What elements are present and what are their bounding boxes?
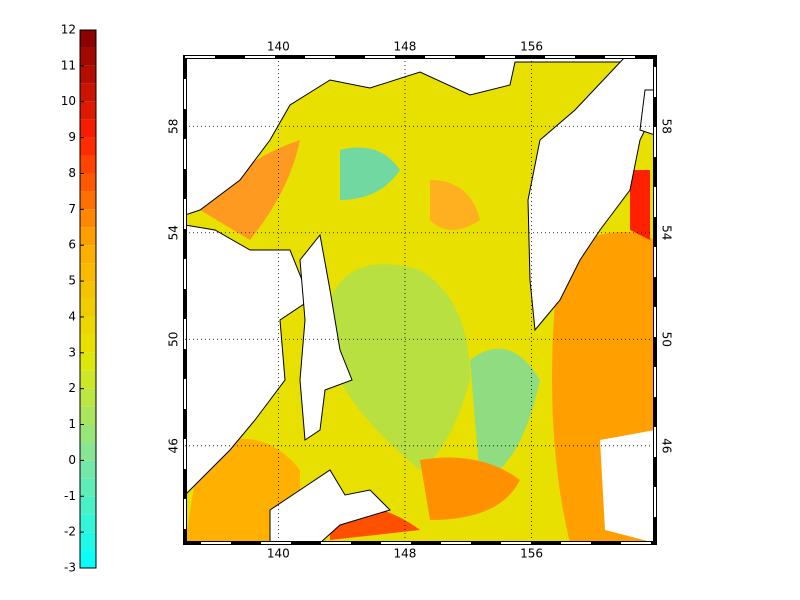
y-tick-label-left: 54 — [167, 225, 181, 240]
colorbar-band — [80, 406, 96, 425]
colorbar-tick-label: -1 — [64, 489, 76, 503]
colorbar-tick-label: 3 — [68, 345, 76, 359]
colorbar-band — [80, 137, 96, 156]
y-tick-label-left: 50 — [167, 332, 181, 347]
land-asia-north — [185, 57, 641, 216]
colorbar-band — [80, 478, 96, 497]
colorbar-band — [80, 47, 96, 66]
land-east — [639, 89, 655, 136]
colorbar-band — [80, 514, 96, 533]
colorbar-band — [80, 316, 96, 335]
colorbar-band — [80, 281, 96, 299]
y-tick-label-right: 46 — [660, 438, 674, 453]
colorbar-band — [80, 334, 96, 353]
colorbar-band — [80, 173, 96, 192]
colorbar-band — [80, 299, 96, 317]
x-tick-label-bottom: 140 — [267, 547, 290, 561]
colorbar-band — [80, 101, 96, 120]
no-data — [600, 430, 655, 543]
colorbar-band — [80, 209, 96, 228]
colorbar-tick-label: 2 — [68, 381, 76, 395]
land-mainland — [185, 224, 311, 496]
colorbar-band — [80, 388, 96, 407]
colorbar-band — [80, 550, 96, 568]
colorbar-tick-label: 12 — [61, 23, 76, 37]
y-tick-label-left: 58 — [167, 119, 181, 134]
colorbar-tick-label: 10 — [61, 94, 76, 108]
colorbar-band — [80, 352, 96, 371]
colorbar-band — [80, 496, 96, 515]
colorbar-band — [80, 532, 96, 551]
colorbar-tick-label: 9 — [68, 130, 76, 144]
x-tick-label-bottom: 156 — [520, 547, 543, 561]
colorbar-tick-label: 8 — [68, 166, 76, 180]
colorbar-band — [80, 30, 96, 48]
colorbar-band — [80, 83, 96, 102]
y-tick-label-right: 58 — [660, 119, 674, 134]
colorbar-band — [80, 191, 96, 210]
x-tick-label-top: 140 — [267, 40, 290, 54]
colorbar-tick-label: 7 — [68, 202, 76, 216]
land-hokkaido — [269, 469, 391, 543]
colorbar-band — [80, 227, 96, 246]
colorbar-frame — [79, 29, 97, 569]
x-tick-label-top: 148 — [394, 40, 417, 54]
colorbar-band — [80, 155, 96, 174]
colorbar-band — [80, 119, 96, 138]
colorbar-tick-label: -2 — [64, 525, 76, 539]
colorbar-tick-label: 6 — [68, 238, 76, 252]
y-tick-label-right: 54 — [660, 225, 674, 240]
colorbar-band — [80, 370, 96, 389]
y-tick-label-right: 50 — [660, 332, 674, 347]
x-tick-label-top: 156 — [520, 40, 543, 54]
colorbar-band — [80, 442, 96, 461]
colorbar-tick-label: 1 — [68, 417, 76, 431]
colorbar-tick-label: 0 — [68, 453, 76, 467]
x-tick-label-bottom: 148 — [394, 547, 417, 561]
y-tick-label-left: 46 — [167, 438, 181, 453]
colorbar-band — [80, 65, 96, 84]
sst-field — [185, 57, 655, 543]
colorbar-tick-label: -3 — [64, 561, 76, 575]
colorbar-band — [80, 424, 96, 443]
map-frame — [183, 55, 657, 545]
colorbar-tick-label: 4 — [68, 309, 76, 323]
colorbar-band — [80, 460, 96, 479]
colorbar-tick-label: 11 — [61, 58, 76, 72]
colorbar-band — [80, 263, 96, 282]
land-sakhalin — [299, 233, 353, 441]
colorbar-band — [80, 245, 96, 264]
colorbar-tick-label: 5 — [68, 274, 76, 288]
